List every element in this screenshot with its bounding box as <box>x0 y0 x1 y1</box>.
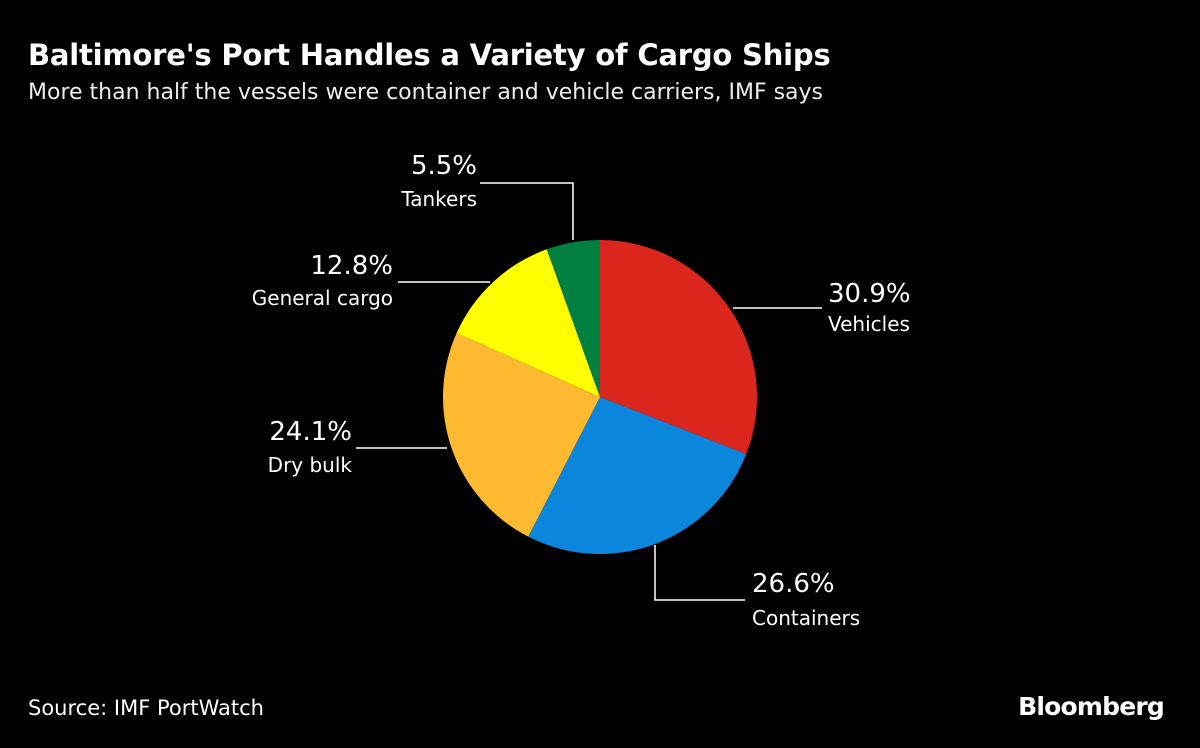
chart-subtitle: More than half the vessels were containe… <box>28 80 824 105</box>
category-label-containers: Containers <box>752 606 860 630</box>
value-label-tankers: 5.5% <box>411 151 477 181</box>
leader-line-containers <box>654 545 745 601</box>
chart-title: Baltimore's Port Handles a Variety of Ca… <box>28 38 831 72</box>
category-label-dry-bulk: Dry bulk <box>268 453 353 477</box>
category-label-general-cargo: General cargo <box>252 286 393 310</box>
pie-slice-general-cargo <box>456 249 600 397</box>
pie-slice-containers <box>528 397 747 554</box>
pie-slice-tankers <box>546 240 600 397</box>
bloomberg-logo: Bloomberg <box>1018 692 1165 721</box>
value-label-dry-bulk: 24.1% <box>269 417 352 447</box>
category-label-vehicles: Vehicles <box>828 312 910 336</box>
source-note: Source: IMF PortWatch <box>28 696 264 720</box>
value-label-general-cargo: 12.8% <box>310 251 393 281</box>
leader-line-tankers <box>480 182 574 240</box>
value-label-vehicles: 30.9% <box>828 279 911 309</box>
pie-slice-dry-bulk <box>442 333 600 537</box>
value-label-containers: 26.6% <box>752 569 835 599</box>
category-label-tankers: Tankers <box>400 187 477 211</box>
pie-slice-vehicles <box>600 240 757 455</box>
